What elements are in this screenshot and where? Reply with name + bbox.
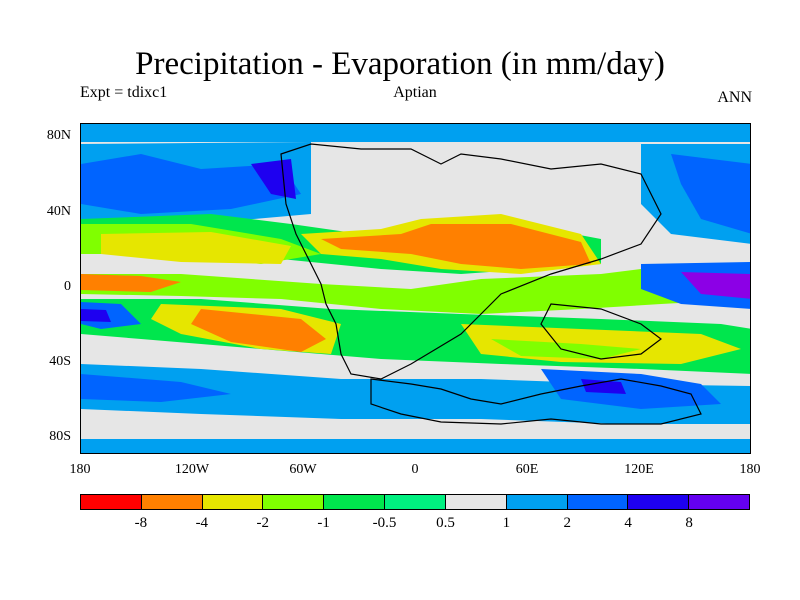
contour-map <box>81 124 750 453</box>
south-tethys-lightgreen <box>491 339 641 359</box>
north-polar-band <box>81 124 750 142</box>
pangea-coast <box>280 143 662 380</box>
southwest-blue <box>81 302 141 329</box>
lon-label-120w: 120W <box>174 462 210 477</box>
colorbar-swatch <box>567 495 629 509</box>
south-westerlies-lightblue <box>81 364 750 424</box>
colorbar-swatch <box>202 495 264 509</box>
equatorial-orange-west <box>81 274 181 292</box>
lon-label-0: 0 <box>411 462 419 477</box>
south-darkblue <box>581 379 626 394</box>
equatorial-lightgreen <box>81 264 750 314</box>
northeast-blue <box>671 154 750 234</box>
colorbar <box>80 494 750 510</box>
colorbar-swatch <box>81 495 142 509</box>
southwest-darkblue <box>81 309 111 322</box>
experiment-label: Expt = tdixc1 <box>80 84 168 101</box>
colorbar-label: -4 <box>195 515 209 531</box>
colorbar-swatch <box>689 495 749 509</box>
colorbar-swatch <box>385 495 446 509</box>
colorbar-swatch <box>324 495 386 509</box>
colorbar-label: 0.5 <box>436 515 455 531</box>
colorbar-swatch <box>263 495 325 509</box>
lon-label-60e: 60E <box>515 462 539 477</box>
lat-label-80s: 80S <box>49 429 71 444</box>
gondwana-south-coast <box>370 378 702 425</box>
south-pacific-orange <box>191 309 326 352</box>
pangea-north-orange <box>321 224 591 269</box>
lat-label-40n: 40N <box>46 204 71 219</box>
colorbar-label: 4 <box>624 515 632 531</box>
south-tethys-coast <box>540 303 662 360</box>
season-label: ANN <box>717 89 752 106</box>
south-polar-band <box>81 439 750 453</box>
colorbar-label: -8 <box>134 515 148 531</box>
lon-label-180e: 180 <box>739 462 761 477</box>
colorbar-label: -0.5 <box>372 515 397 531</box>
south-westerlies-blue-west <box>81 374 231 402</box>
colorbar-label: -1 <box>317 515 330 531</box>
colorbar-label: 1 <box>502 515 511 531</box>
lat-label-eq: 0 <box>64 279 71 294</box>
lat-label-40s: 40S <box>49 354 71 369</box>
colorbar-label: 2 <box>563 515 572 531</box>
south-westerlies-blue-east <box>541 369 721 409</box>
coastlines <box>280 143 702 425</box>
colorbar-label: -2 <box>256 515 269 531</box>
tethys-purple <box>681 272 750 299</box>
lat-label-80n: 80N <box>46 128 71 143</box>
colorbar-swatch <box>506 495 568 509</box>
lon-label-180w: 180 <box>69 462 91 477</box>
north-pacific-yellow <box>101 232 291 264</box>
colorbar-swatch <box>141 495 203 509</box>
lon-label-120e: 120E <box>624 462 654 477</box>
north-pacific-blue <box>81 154 301 214</box>
map-title: Precipitation - Evaporation (in mm/day) <box>135 46 665 82</box>
colorbar-swatch <box>445 495 507 509</box>
period-label: Aptian <box>393 84 437 101</box>
lon-label-60w: 60W <box>289 462 317 477</box>
map-panel <box>80 123 751 454</box>
colorbar-swatch <box>628 495 690 509</box>
colorbar-label: 8 <box>685 515 693 531</box>
